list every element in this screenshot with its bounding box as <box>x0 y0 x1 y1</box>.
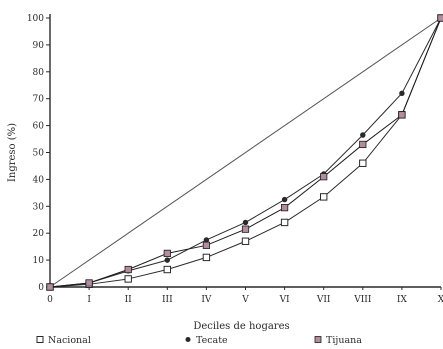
y-tick-label: 0 <box>38 283 44 293</box>
x-tick-label: I <box>87 295 91 305</box>
legend-item-nacional: Nacional <box>36 335 91 346</box>
x-tick-label: III <box>162 295 173 305</box>
data-point <box>203 237 210 243</box>
x-tick-label: 0 <box>47 295 53 305</box>
y-tick-label: 60 <box>33 122 45 132</box>
y-tick-label: 30 <box>33 202 45 212</box>
x-tick-label: VIII <box>353 295 372 305</box>
data-point <box>124 265 132 274</box>
data-point <box>242 219 249 226</box>
legend-marker <box>314 336 322 343</box>
data-point <box>437 14 443 22</box>
y-tick-label: 50 <box>33 149 45 159</box>
legend-label: Nacional <box>48 335 91 346</box>
data-point <box>85 279 93 287</box>
x-tick-label: V <box>241 295 249 305</box>
y-tick-label: 40 <box>33 175 45 185</box>
data-point <box>163 249 171 257</box>
x-tick-label: IX <box>397 295 408 305</box>
data-point <box>359 140 367 149</box>
legend: Nacional Tecate Tijuana <box>36 335 362 346</box>
x-tick-label: IV <box>201 295 212 305</box>
series-tijuana <box>46 14 443 291</box>
equality-diagonal <box>49 17 442 288</box>
legend-label: Tecate <box>196 335 228 346</box>
y-tick-label: 90 <box>33 41 45 51</box>
x-tick-label: X <box>438 295 443 305</box>
data-point <box>359 159 367 167</box>
y-tick-label: 70 <box>33 95 45 105</box>
x-tick-label: VII <box>316 295 331 305</box>
equality-line <box>49 17 442 288</box>
legend-item-tijuana: Tijuana <box>314 335 362 346</box>
data-point <box>124 275 132 283</box>
data-point <box>398 111 406 119</box>
data-point <box>163 265 172 274</box>
x-tick-label: VI <box>279 295 290 305</box>
data-point <box>281 196 288 203</box>
y-tick-label: 80 <box>33 68 45 78</box>
data-point <box>164 257 171 263</box>
data-point <box>320 173 328 181</box>
y-tick-label: 100 <box>27 14 44 24</box>
data-point <box>280 218 289 227</box>
y-axis-label: Ingreso (%) <box>7 123 18 182</box>
data-point <box>360 132 366 138</box>
x-tick-label: II <box>125 295 133 305</box>
data-point <box>241 237 250 245</box>
data-point <box>202 241 210 249</box>
data-point <box>280 204 289 212</box>
data-point <box>320 193 328 201</box>
legend-marker <box>185 336 191 343</box>
y-tick-label: 10 <box>33 256 45 266</box>
legend-marker <box>36 336 44 343</box>
legend-item-tecate: Tecate <box>185 335 228 346</box>
legend-label: Tijuana <box>326 335 362 346</box>
data-point <box>241 225 250 233</box>
series-layer <box>46 14 443 291</box>
data-point <box>399 90 405 97</box>
y-tick-label: 20 <box>33 229 45 239</box>
x-axis-label: Deciles de hogares <box>193 321 289 332</box>
data-point <box>202 253 211 262</box>
data-point <box>46 283 54 291</box>
